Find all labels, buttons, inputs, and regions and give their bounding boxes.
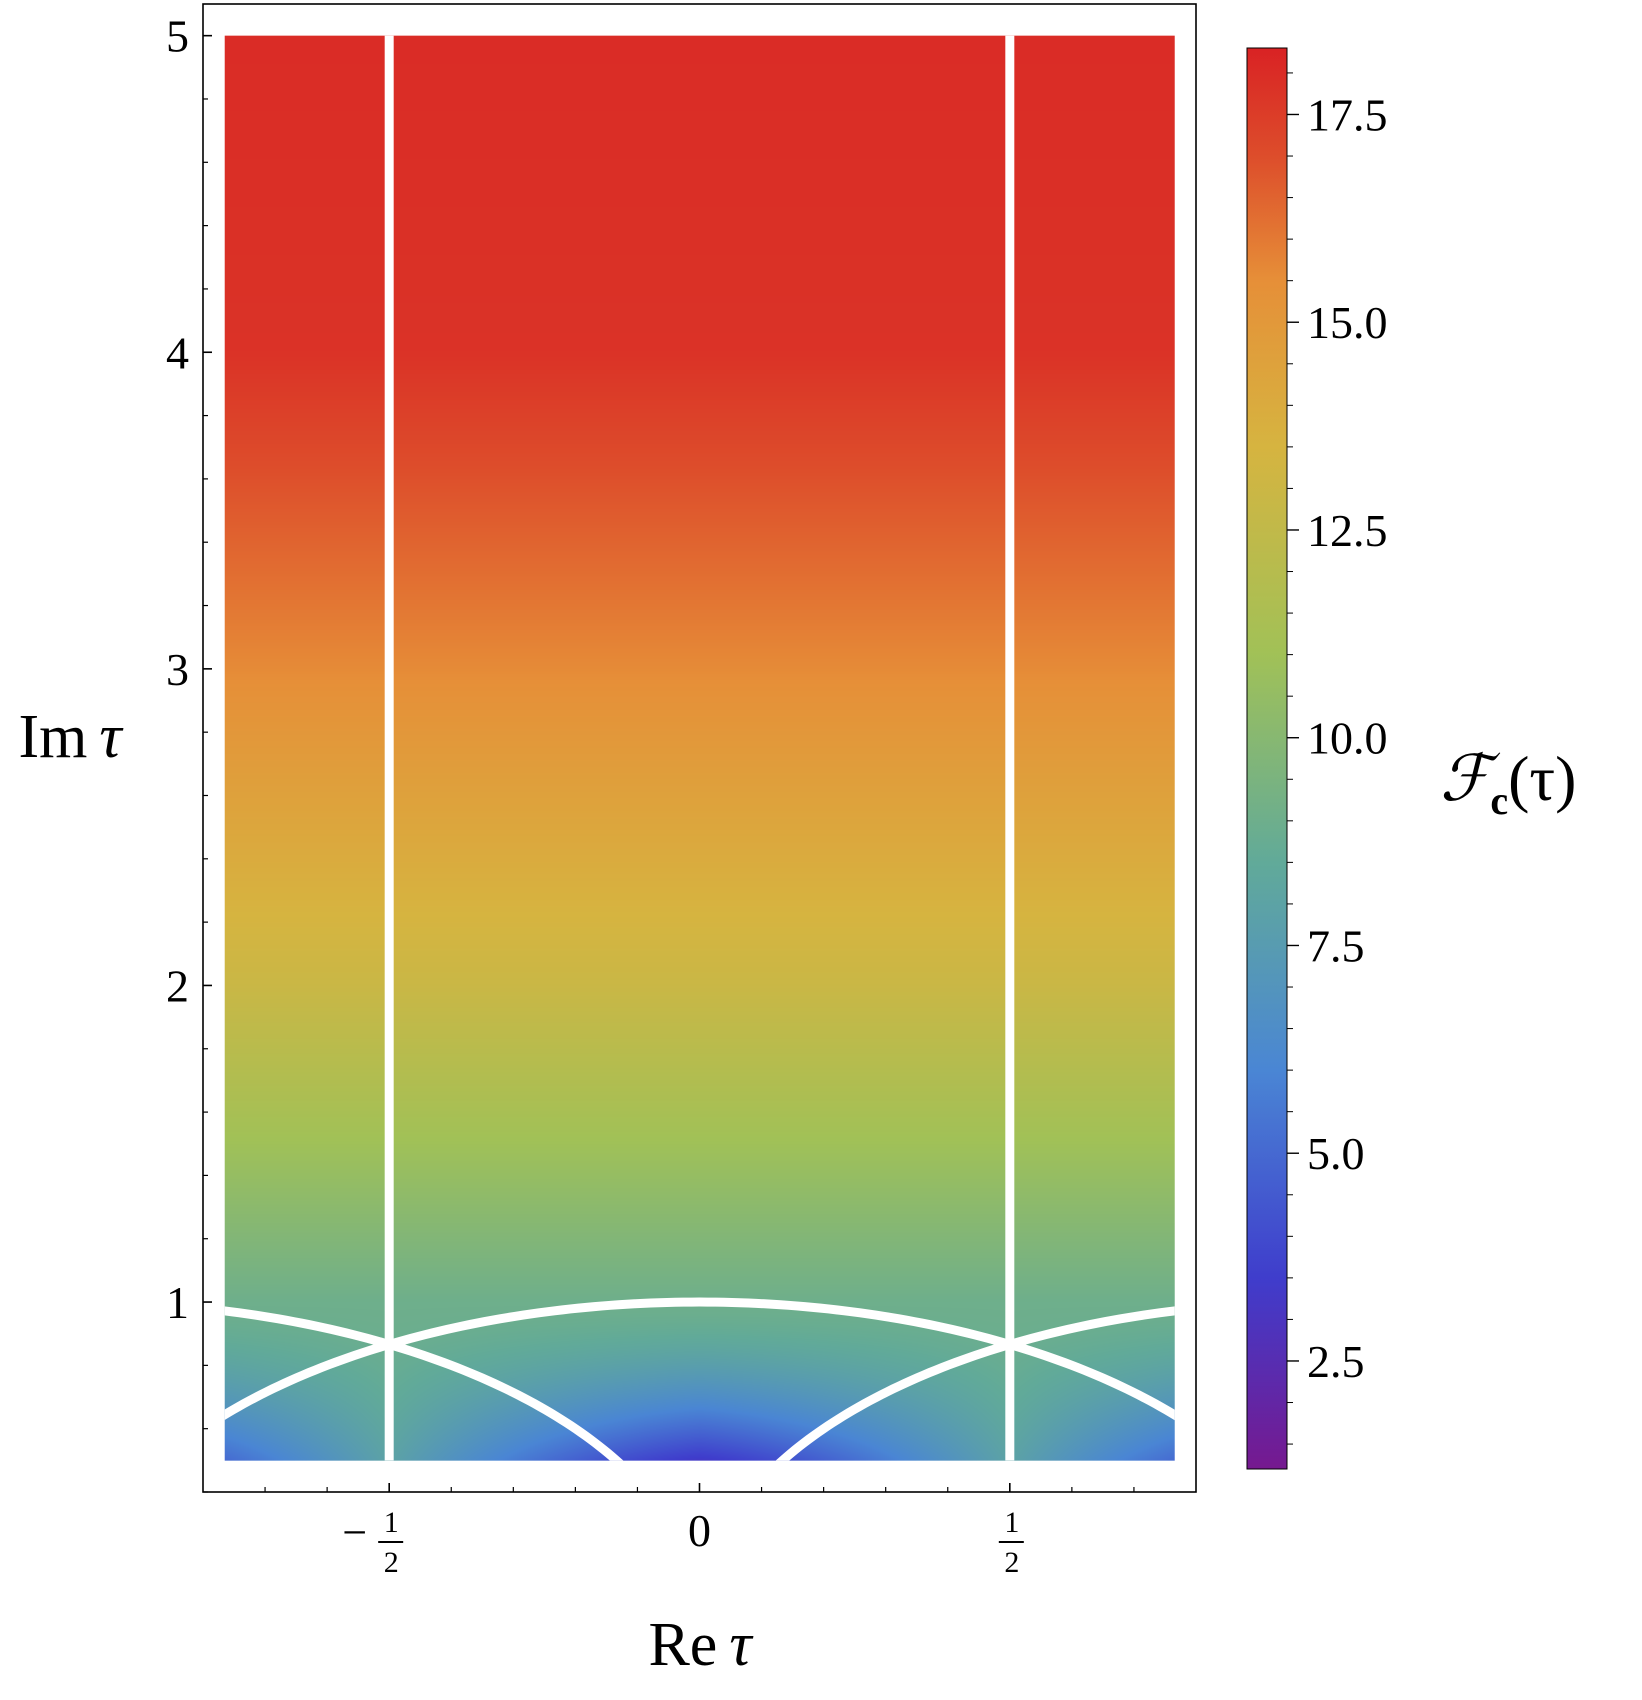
- x-tick-sign: −: [342, 1508, 367, 1557]
- x-axis-title: Re τ: [648, 1611, 754, 1679]
- colorbar-tick-label: 12.5: [1307, 505, 1388, 556]
- colorbar: 2.5 5.0 7.5 10.0 12.5 15.0 17.5 ℱc(τ): [1246, 47, 1576, 1470]
- y-tick-label: 1: [166, 1277, 189, 1328]
- x-tick-fraction: −1 2: [342, 1506, 404, 1579]
- y-tick-label: 2: [166, 960, 189, 1011]
- x-tick-denominator: 2: [384, 1546, 399, 1579]
- colorbar-title: ℱc(τ): [1440, 743, 1576, 823]
- boundary-arc: [775, 1306, 1175, 1461]
- colorbar-tick-label: 17.5: [1307, 89, 1388, 140]
- boundary-arc: [224, 1297, 1175, 1421]
- y-axis: 1 2 3 4 5: [166, 11, 212, 1493]
- heatmap-image: [224, 35, 1175, 1461]
- colorbar-gradient: [1246, 47, 1288, 1470]
- y-axis-title: Im τ: [18, 703, 124, 771]
- colorbar-tick-label: 10.0: [1307, 713, 1388, 764]
- x-tick-numerator: 1: [384, 1506, 399, 1539]
- x-tick-label: 0: [688, 1505, 711, 1556]
- y-tick-label: 3: [166, 644, 189, 695]
- boundary-arc: [224, 1306, 624, 1461]
- colorbar-tick-label: 15.0: [1307, 297, 1388, 348]
- x-tick-denominator: 2: [1004, 1546, 1019, 1579]
- colorbar-tick-label: 5.0: [1307, 1128, 1365, 1179]
- y-tick-label: 5: [166, 11, 189, 62]
- boundary-lines: [224, 35, 1175, 1461]
- x-tick-fraction: 12: [998, 1506, 1024, 1579]
- y-tick-label: 4: [166, 327, 189, 378]
- colorbar-tick-label: 2.5: [1307, 1336, 1365, 1387]
- x-tick-numerator: 1: [1004, 1506, 1019, 1539]
- x-axis: −120 12: [264, 1483, 1135, 1579]
- colorbar-tick-label: 7.5: [1307, 920, 1365, 971]
